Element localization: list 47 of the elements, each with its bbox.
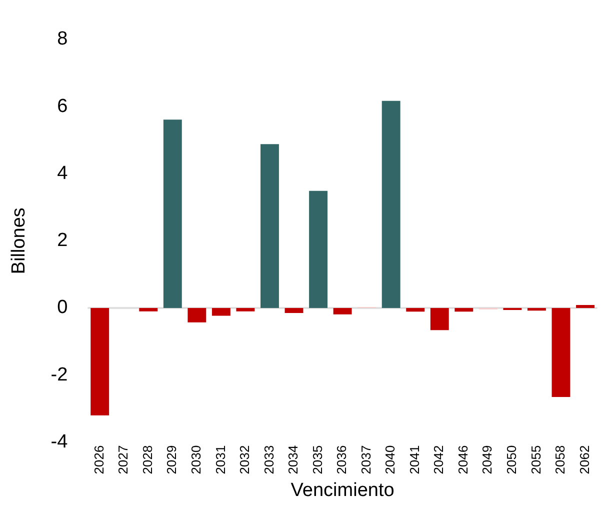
y-tick-label: 0 [57,297,68,318]
x-tick-label: 2040 [382,445,398,474]
bar [333,308,352,314]
x-tick-label: 2027 [116,445,131,474]
x-tick-label: 2058 [552,445,568,474]
y-tick-label: 6 [57,96,68,117]
bar [139,308,158,312]
x-tick-label: 2026 [91,445,106,474]
y-tick-label: 2 [57,230,68,252]
x-tick-label: 2041 [406,445,422,474]
x-tick-label: 2042 [431,445,446,474]
bar [188,308,206,322]
bar [90,308,110,416]
y-tick-label: 4 [57,162,68,184]
bar [163,120,182,308]
y-tick-label: -4 [50,432,68,453]
x-tick-label: 2050 [504,445,520,474]
bar [212,308,230,316]
x-tick-label: 2062 [576,445,592,474]
bar [527,308,546,311]
x-tick-label: 2049 [480,445,495,474]
y-tick-label: -2 [50,364,68,386]
bar [284,308,304,314]
bar [430,308,449,330]
y-axis-title: Billones [8,208,30,274]
bar [236,308,255,312]
bar [260,144,279,308]
x-tick-label: 2029 [164,445,180,474]
y-tick-label: 8 [57,28,68,50]
bar [406,308,425,312]
x-tick-label: 2032 [237,445,252,474]
x-tick-label: 2037 [358,445,374,474]
bar [382,100,400,308]
x-tick-label: 2031 [212,445,228,474]
x-tick-label: 2028 [140,445,155,474]
x-tick-label: 2036 [334,445,350,474]
bar [552,308,570,397]
x-tick-label: 2046 [455,445,470,474]
bar [309,190,328,308]
x-tick-label: 2030 [188,445,204,474]
x-axis-title: Vencimiento [290,480,394,501]
bar [454,308,474,312]
x-tick-label: 2055 [528,445,544,474]
x-tick-label: 2034 [286,445,301,474]
x-tick-label: 2033 [261,445,276,474]
bar [576,304,594,308]
x-tick-label: 2035 [310,445,325,474]
